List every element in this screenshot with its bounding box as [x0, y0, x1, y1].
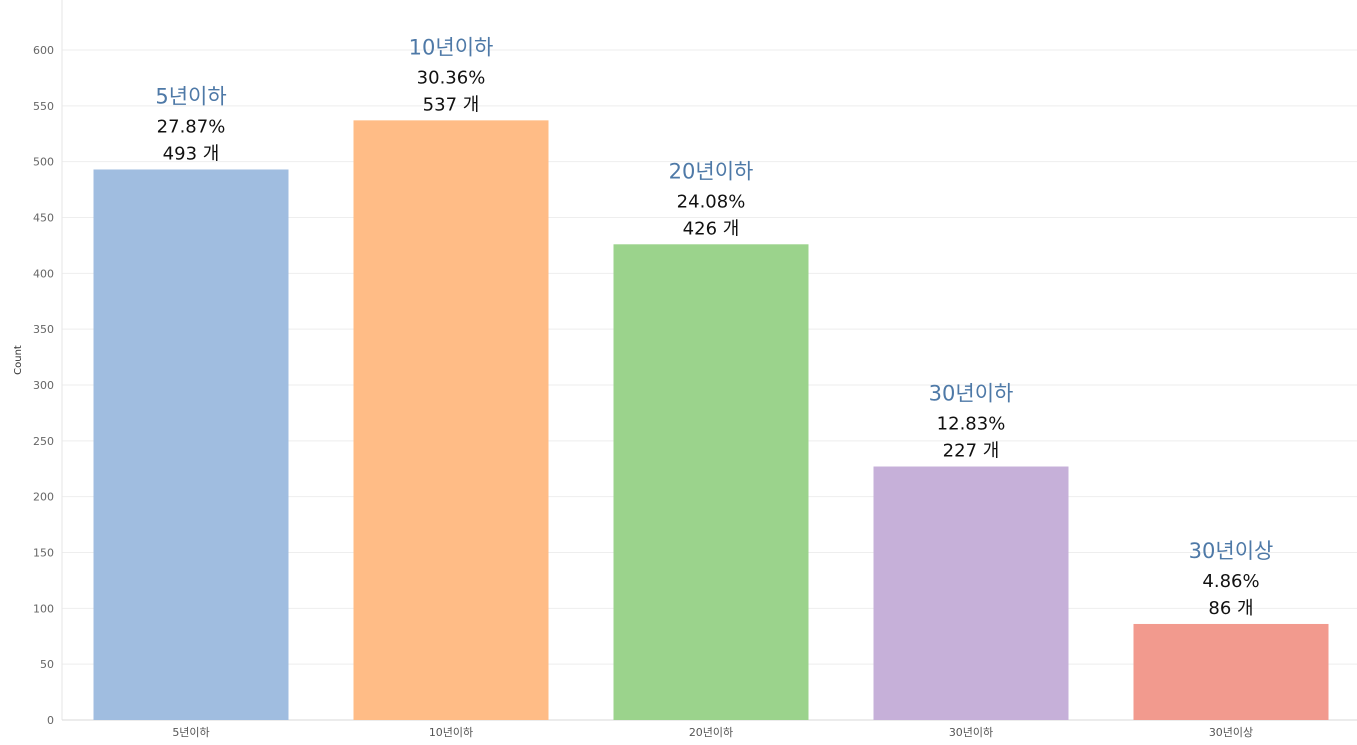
- x-tick-label: 20년이하: [689, 725, 733, 739]
- bar-category-label: 10년이하: [409, 35, 494, 59]
- y-tick-label: 50: [40, 658, 54, 671]
- bar[interactable]: [613, 244, 809, 721]
- bar[interactable]: [873, 466, 1069, 720]
- x-tick-labels: 5년이하 10년이하 20년이하 30년이하 30년이상: [172, 725, 1253, 739]
- y-tick-label: 0: [47, 714, 54, 727]
- bar-category-label: 5년이하: [155, 84, 226, 108]
- bar-count-label: 493 개: [163, 143, 220, 164]
- bar-labels: 5년이하 27.87% 493 개 10년이하 30.36% 537 개 20년이하 24.0…: [155, 35, 1273, 619]
- y-tick-label: 250: [33, 435, 54, 448]
- bar[interactable]: [93, 169, 289, 720]
- y-tick-label: 600: [33, 44, 54, 57]
- y-tick-label: 300: [33, 379, 54, 392]
- bar-percent-label: 4.86%: [1202, 571, 1259, 592]
- y-tick-label: 550: [33, 100, 54, 113]
- y-tick-label: 200: [33, 491, 54, 504]
- x-tick-label: 5년이하: [172, 725, 209, 739]
- bar-category-label: 20년이하: [669, 159, 754, 183]
- y-tick-label: 350: [33, 323, 54, 336]
- bar-percent-label: 27.87%: [157, 116, 226, 137]
- x-tick-label: 30년이하: [949, 725, 993, 739]
- bar-category-label: 30년이하: [929, 382, 1014, 406]
- x-tick-label: 10년이하: [429, 725, 473, 739]
- x-tick-label: 30년이상: [1209, 726, 1253, 739]
- bar[interactable]: [1133, 623, 1329, 720]
- bar-count-label: 227 개: [943, 441, 1000, 462]
- bar-percent-label: 24.08%: [677, 191, 746, 212]
- y-tick-label: 150: [33, 547, 54, 560]
- y-tick-label: 400: [33, 267, 54, 280]
- y-tick-label: 100: [33, 602, 54, 615]
- bar-category-label: 30년이상: [1189, 539, 1274, 563]
- y-tick-labels: 0 50 100 150 200 250 300 350 400 450 500 550 600: [33, 44, 54, 727]
- bar-count-label: 86 개: [1208, 598, 1253, 619]
- y-tick-label: 500: [33, 156, 54, 169]
- bar-percent-label: 12.83%: [937, 414, 1006, 435]
- y-axis-label: Count: [13, 345, 24, 375]
- bar-percent-label: 30.36%: [417, 67, 486, 88]
- bar[interactable]: [353, 120, 549, 721]
- y-tick-label: 450: [33, 212, 54, 225]
- bar-count-label: 426 개: [683, 218, 740, 239]
- bars: [93, 120, 1329, 721]
- bar-count-label: 537 개: [423, 94, 480, 115]
